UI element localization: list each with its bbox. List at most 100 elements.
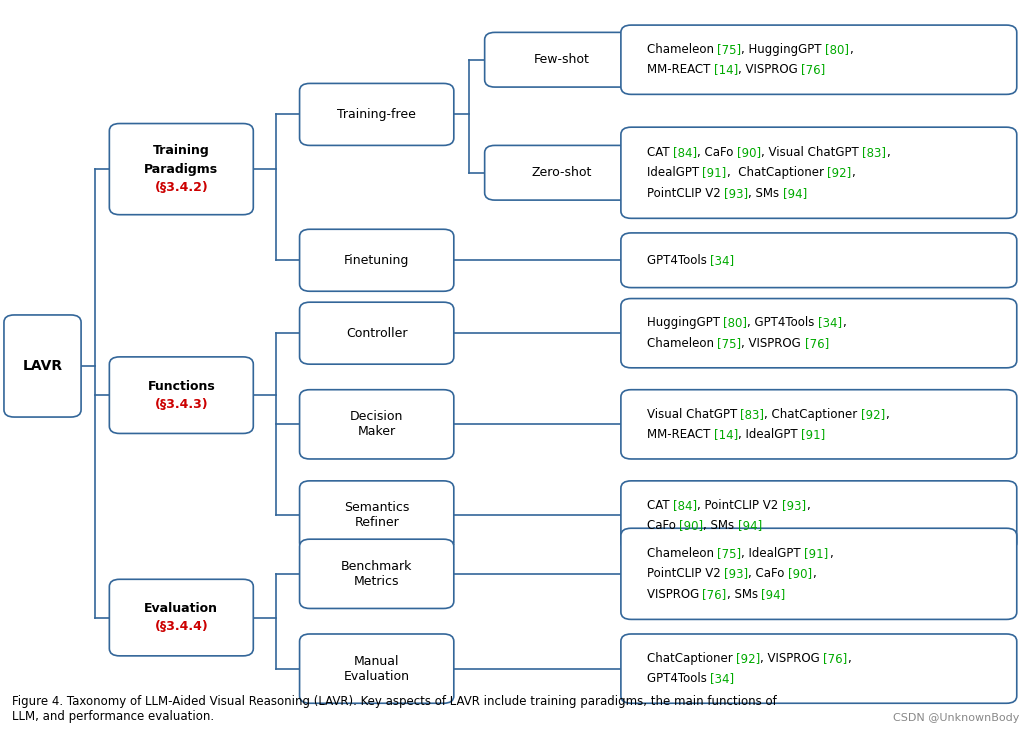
- Text: , SMs: , SMs: [727, 588, 762, 601]
- FancyBboxPatch shape: [621, 389, 1017, 459]
- Text: , SMs: , SMs: [747, 187, 783, 200]
- Text: CAT: CAT: [646, 146, 673, 159]
- Text: Functions: Functions: [147, 380, 215, 392]
- Text: HuggingGPT: HuggingGPT: [646, 316, 724, 329]
- Text: Training: Training: [153, 144, 209, 157]
- Text: [75]: [75]: [718, 337, 741, 350]
- FancyBboxPatch shape: [621, 299, 1017, 367]
- Text: [91]: [91]: [801, 428, 825, 441]
- Text: ,: ,: [812, 567, 816, 580]
- Text: [76]: [76]: [801, 64, 825, 76]
- FancyBboxPatch shape: [300, 302, 454, 365]
- Text: [83]: [83]: [740, 408, 764, 421]
- Text: , IdealGPT: , IdealGPT: [738, 428, 801, 441]
- Text: Zero-shot: Zero-shot: [532, 166, 592, 179]
- Text: [92]: [92]: [736, 652, 760, 665]
- Text: PointCLIP V2: PointCLIP V2: [646, 567, 724, 580]
- Text: MM-REACT: MM-REACT: [646, 64, 713, 76]
- Text: , Visual ChatGPT: , Visual ChatGPT: [761, 146, 863, 159]
- Text: Few-shot: Few-shot: [534, 53, 590, 66]
- Text: ,: ,: [847, 652, 852, 665]
- Text: Figure 4. Taxonomy of LLM-Aided Visual Reasoning (LAVR). Key aspects of LAVR inc: Figure 4. Taxonomy of LLM-Aided Visual R…: [11, 695, 776, 723]
- Text: [76]: [76]: [702, 588, 727, 601]
- Text: CAT: CAT: [646, 498, 673, 512]
- FancyBboxPatch shape: [485, 32, 639, 87]
- Text: ,: ,: [850, 43, 853, 56]
- Text: [14]: [14]: [713, 64, 738, 76]
- Text: ,: ,: [806, 498, 809, 512]
- Text: ,  ChatCaptioner: , ChatCaptioner: [727, 166, 827, 179]
- Text: [94]: [94]: [738, 519, 762, 532]
- Text: Decision
Maker: Decision Maker: [350, 411, 403, 438]
- Text: [90]: [90]: [679, 519, 703, 532]
- Text: [75]: [75]: [718, 547, 741, 560]
- FancyBboxPatch shape: [485, 146, 639, 200]
- Text: , GPT4Tools: , GPT4Tools: [747, 316, 819, 329]
- Text: , CaFo: , CaFo: [697, 146, 737, 159]
- Text: Visual ChatGPT: Visual ChatGPT: [646, 408, 740, 421]
- Text: [84]: [84]: [673, 498, 697, 512]
- Text: [76]: [76]: [804, 337, 829, 350]
- Text: Manual
Evaluation: Manual Evaluation: [343, 654, 409, 683]
- Text: , VISPROG: , VISPROG: [741, 337, 805, 350]
- Text: (§3.4.3): (§3.4.3): [155, 397, 208, 411]
- Text: [91]: [91]: [702, 166, 727, 179]
- Text: , PointCLIP V2: , PointCLIP V2: [697, 498, 781, 512]
- Text: IdealGPT: IdealGPT: [646, 166, 702, 179]
- Text: CaFo: CaFo: [646, 519, 679, 532]
- FancyBboxPatch shape: [621, 25, 1017, 94]
- Text: [34]: [34]: [710, 672, 734, 685]
- FancyBboxPatch shape: [621, 634, 1017, 703]
- Text: Evaluation: Evaluation: [144, 602, 219, 615]
- Text: , ChatCaptioner: , ChatCaptioner: [764, 408, 861, 421]
- Text: LAVR: LAVR: [23, 359, 63, 373]
- Text: [93]: [93]: [724, 567, 749, 580]
- Text: Finetuning: Finetuning: [344, 254, 409, 266]
- Text: [92]: [92]: [827, 166, 852, 179]
- FancyBboxPatch shape: [300, 83, 454, 146]
- Text: , HuggingGPT: , HuggingGPT: [741, 43, 826, 56]
- Text: , CaFo: , CaFo: [747, 567, 788, 580]
- Text: [80]: [80]: [723, 316, 747, 329]
- Text: ,: ,: [829, 547, 832, 560]
- Text: (§3.4.4): (§3.4.4): [155, 620, 208, 633]
- Text: Chameleon: Chameleon: [646, 337, 718, 350]
- Text: , SMs: , SMs: [703, 519, 738, 532]
- Text: MM-REACT: MM-REACT: [646, 428, 713, 441]
- Text: [92]: [92]: [861, 408, 886, 421]
- FancyBboxPatch shape: [621, 481, 1017, 550]
- Text: ChatCaptioner: ChatCaptioner: [646, 652, 736, 665]
- Text: [14]: [14]: [713, 428, 738, 441]
- Text: [75]: [75]: [718, 43, 741, 56]
- FancyBboxPatch shape: [300, 634, 454, 703]
- FancyBboxPatch shape: [300, 539, 454, 608]
- Text: ,: ,: [852, 166, 855, 179]
- Text: [83]: [83]: [862, 146, 887, 159]
- Text: [84]: [84]: [673, 146, 697, 159]
- FancyBboxPatch shape: [300, 481, 454, 550]
- Text: Semantics
Refiner: Semantics Refiner: [344, 501, 409, 529]
- FancyBboxPatch shape: [621, 529, 1017, 619]
- Text: [34]: [34]: [818, 316, 842, 329]
- Text: [90]: [90]: [788, 567, 812, 580]
- Text: (§3.4.2): (§3.4.2): [155, 181, 208, 194]
- Text: [80]: [80]: [825, 43, 850, 56]
- Text: VISPROG: VISPROG: [646, 588, 702, 601]
- Text: CSDN @UnknownBody: CSDN @UnknownBody: [893, 713, 1020, 723]
- Text: Controller: Controller: [346, 326, 407, 340]
- Text: ,: ,: [887, 146, 890, 159]
- FancyBboxPatch shape: [4, 315, 81, 417]
- Text: GPT4Tools: GPT4Tools: [646, 672, 710, 685]
- Text: [93]: [93]: [781, 498, 806, 512]
- Text: [94]: [94]: [783, 187, 807, 200]
- FancyBboxPatch shape: [109, 357, 254, 433]
- FancyBboxPatch shape: [621, 127, 1017, 218]
- FancyBboxPatch shape: [300, 389, 454, 459]
- Text: PointCLIP V2: PointCLIP V2: [646, 187, 724, 200]
- FancyBboxPatch shape: [621, 233, 1017, 288]
- Text: [90]: [90]: [737, 146, 761, 159]
- Text: ,: ,: [886, 408, 889, 421]
- Text: Chameleon: Chameleon: [646, 547, 718, 560]
- FancyBboxPatch shape: [109, 124, 254, 214]
- Text: [76]: [76]: [824, 652, 847, 665]
